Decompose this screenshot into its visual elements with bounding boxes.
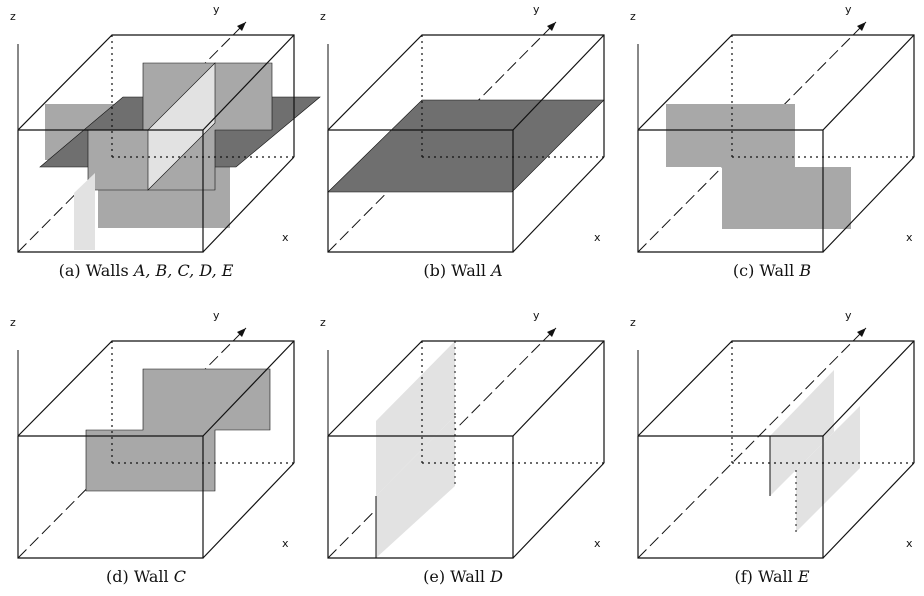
panel-d: z y x — [10, 309, 295, 559]
axes-f: z y x — [630, 309, 913, 559]
wall-E — [769, 370, 860, 532]
x-axis-label: x — [906, 537, 913, 550]
hidden-edges-c — [731, 35, 914, 158]
panel-b: z y x — [320, 3, 605, 253]
box-e — [327, 340, 605, 559]
y-axis-label: y — [533, 3, 540, 16]
wall-A — [327, 99, 605, 193]
hidden-edges-e — [421, 341, 604, 464]
box-a — [17, 34, 295, 253]
box-b — [327, 34, 605, 253]
wall-D — [74, 173, 95, 250]
axes-e: z y x — [320, 309, 601, 559]
panel-f: z y x — [630, 309, 915, 559]
y-axis-label: y — [845, 3, 852, 16]
panel-c: z y x — [630, 3, 915, 253]
z-axis-label: z — [10, 10, 16, 23]
z-axis-label: z — [630, 316, 636, 329]
wall-B — [666, 104, 851, 229]
x-axis-label: x — [594, 537, 601, 550]
hidden-edges-d — [111, 341, 294, 464]
panel-a: z y x — [10, 3, 321, 253]
x-axis-label: x — [906, 231, 913, 244]
hidden-edges-b — [421, 35, 604, 158]
z-axis-label: z — [320, 316, 326, 329]
x-axis-label: x — [594, 231, 601, 244]
hidden-edges-a — [111, 35, 294, 158]
caption-a: (a) Walls A, B, C, D, E — [59, 261, 234, 280]
caption-b: (b) Wall A — [423, 261, 502, 280]
wall-C — [85, 368, 271, 492]
y-axis-label: y — [533, 309, 540, 322]
x-axis-label: x — [282, 537, 289, 550]
caption-f: (f) Wall E — [734, 567, 809, 586]
box-d — [17, 340, 295, 559]
x-axis-label: x — [282, 231, 289, 244]
caption-c: (c) Wall B — [733, 261, 811, 280]
box-c — [637, 34, 915, 253]
y-axis-label: y — [213, 309, 220, 322]
caption-e: (e) Wall D — [423, 567, 503, 586]
hidden-edges-f — [731, 341, 914, 464]
box-f — [637, 340, 915, 559]
panel-e: z y x — [320, 309, 605, 559]
z-axis-label: z — [10, 316, 16, 329]
y-axis-label: y — [213, 3, 220, 16]
wall-D — [375, 341, 456, 558]
caption-d: (d) Wall C — [106, 567, 186, 586]
z-axis-label: z — [320, 10, 326, 23]
y-axis-label: y — [845, 309, 852, 322]
z-axis-label: z — [630, 10, 636, 23]
wall-E — [147, 62, 216, 191]
